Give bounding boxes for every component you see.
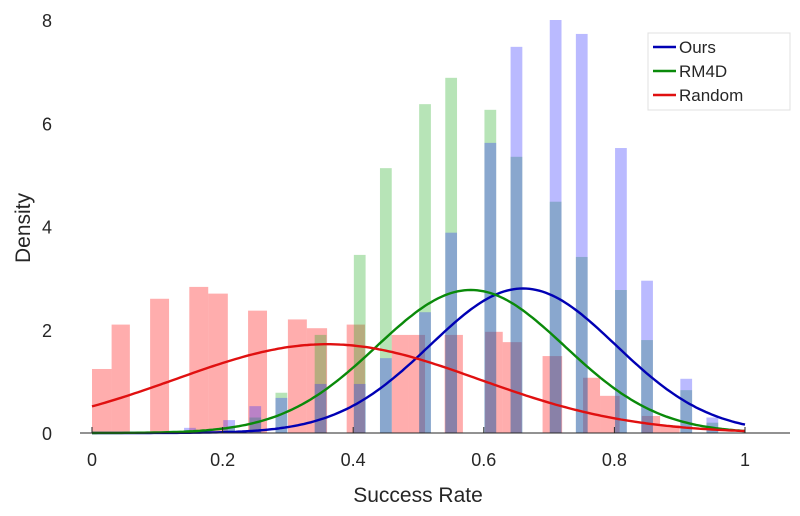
rm4d-bar xyxy=(223,427,236,433)
random-bar xyxy=(248,310,268,433)
rm4d-bar xyxy=(549,201,562,433)
ours-bar xyxy=(510,46,523,433)
legend: Ours RM4D Random xyxy=(647,32,791,111)
ours-bar xyxy=(575,33,588,433)
rm4d-bar xyxy=(249,417,262,433)
random-bar xyxy=(150,298,170,433)
random-bar xyxy=(600,395,620,433)
legend-label: Random xyxy=(679,86,743,105)
x-tick-label: 0.6 xyxy=(471,450,496,470)
ours-bar xyxy=(615,148,627,433)
random-fit-curve xyxy=(91,343,746,433)
ours-bar xyxy=(445,232,458,433)
legend-item-ours: Ours xyxy=(653,38,716,57)
y-tick-label: 8 xyxy=(42,11,52,31)
ours-bar xyxy=(706,417,719,433)
random-bar xyxy=(306,328,328,433)
random-bar xyxy=(287,319,307,433)
ours-bar xyxy=(379,358,392,433)
rm4d-bar xyxy=(641,340,653,433)
legend-item-rm4d: RM4D xyxy=(653,62,727,81)
rm4d-bar xyxy=(445,77,458,433)
ours-bar xyxy=(641,280,653,433)
x-tick-label: 1 xyxy=(740,450,750,470)
y-tick-label: 4 xyxy=(42,218,52,238)
ours-bar xyxy=(484,142,497,433)
rm4d-bar xyxy=(379,168,392,433)
rm4d-bar xyxy=(314,334,327,433)
random-bar xyxy=(391,334,409,433)
y-tick-label: 2 xyxy=(42,321,52,341)
x-tick-label: 0 xyxy=(87,450,97,470)
x-ticks: 0 0.2 0.4 0.6 0.8 1 xyxy=(87,427,750,470)
x-tick-label: 0.4 xyxy=(341,450,366,470)
x-tick-label: 0.2 xyxy=(210,450,235,470)
ours-bar xyxy=(353,383,366,433)
legend-label: RM4D xyxy=(679,62,727,81)
ours-bar xyxy=(419,312,431,433)
y-axis-label: Density xyxy=(12,192,35,263)
random-bar xyxy=(502,342,522,433)
rm4d-histogram xyxy=(223,77,719,434)
rm4d-bar xyxy=(275,392,288,433)
random-bar xyxy=(485,331,503,433)
random-bar xyxy=(92,368,112,433)
legend-label: Ours xyxy=(679,38,716,57)
rm4d-bar xyxy=(680,390,693,433)
random-bar xyxy=(111,324,130,433)
legend-item-random: Random xyxy=(653,86,743,105)
rm4d-bar xyxy=(615,289,627,433)
ours-bar xyxy=(680,378,693,433)
rm4d-bar xyxy=(484,109,497,433)
y-tick-label: 0 xyxy=(42,424,52,444)
random-bar xyxy=(542,356,563,433)
random-bar xyxy=(189,286,209,433)
random-bar xyxy=(660,425,680,433)
ours-bar xyxy=(249,406,262,433)
rm4d-bar xyxy=(419,104,431,434)
x-tick-label: 0.8 xyxy=(602,450,627,470)
random-bar xyxy=(444,334,463,433)
y-tick-label: 6 xyxy=(42,114,52,134)
x-axis-label: Success Rate xyxy=(353,484,483,507)
rm4d-bar xyxy=(575,256,588,433)
rm4d-bar xyxy=(510,156,523,433)
rm4d-fit-curve xyxy=(92,288,746,435)
ours-bar xyxy=(549,20,562,433)
ours-bar xyxy=(314,383,327,433)
ours-histogram xyxy=(184,20,719,433)
rm4d-bar xyxy=(353,254,366,433)
random-bar xyxy=(583,377,601,433)
y-ticks: 0 2 4 6 8 xyxy=(42,11,52,444)
